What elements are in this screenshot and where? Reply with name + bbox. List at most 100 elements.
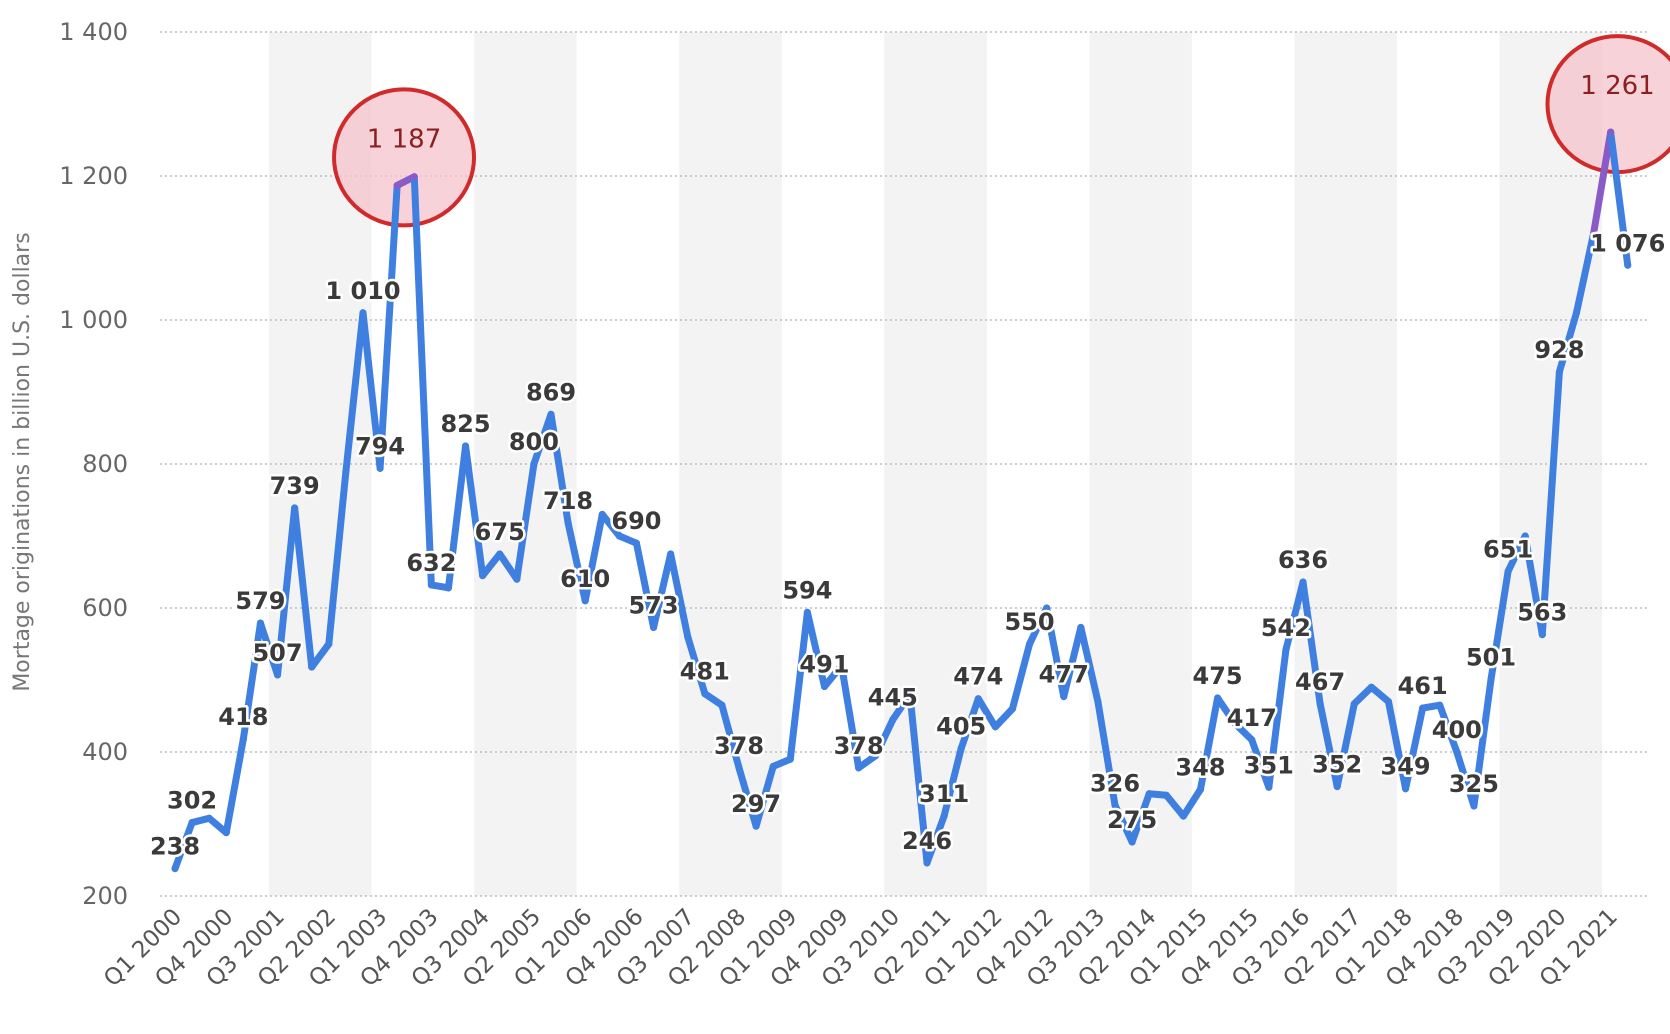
data-point [1299,578,1307,586]
data-label: 349 [1381,753,1431,781]
y-tick-label: 1 200 [59,162,128,190]
data-label: 405 [936,712,986,740]
data-point [1333,783,1341,791]
data-point [1214,694,1222,702]
data-label: 275 [1107,806,1157,834]
data-point [957,744,965,752]
data-point [1436,701,1444,709]
data-point [325,640,333,648]
data-point [171,865,179,873]
data-point [1145,790,1153,798]
data-point [701,690,709,698]
data-point [1008,705,1016,713]
series-segment [462,442,487,580]
series-segment [1214,694,1239,727]
data-point [1624,261,1632,269]
data-label: 445 [868,684,918,712]
data-point [1196,785,1204,793]
data-point [752,822,760,830]
series-segment [342,309,367,475]
series-segment [1043,604,1068,701]
data-point [872,752,880,760]
y-axis-ticks: 200 400 600 800 1 000 1 200 1 400 [59,18,128,910]
series-segment [1470,675,1495,810]
series-segment [855,752,880,772]
data-point [940,812,948,820]
series-segment [940,744,965,820]
data-point [1555,368,1563,376]
data-label: 378 [834,732,884,760]
data-label: 1 187 [367,124,441,154]
data-label: 302 [167,787,217,815]
data-point [650,623,658,631]
data-label: 461 [1398,672,1448,700]
data-label: 378 [714,732,764,760]
data-point [1179,812,1187,820]
data-label: 325 [1449,770,1499,798]
series-segment [581,510,606,605]
data-point [1060,693,1068,701]
data-label: 632 [406,549,456,577]
series-segment [974,695,999,731]
data-point [820,682,828,690]
series-segment [1060,623,1085,701]
data-label: 400 [1432,716,1482,744]
series-segment [684,633,709,698]
data-label: 825 [440,410,490,438]
data-point [479,572,487,580]
series-segment [1196,694,1222,793]
data-point [427,581,435,589]
series-segment [1231,719,1256,744]
series-segment [1453,748,1478,810]
data-point [598,510,606,518]
data-point [1162,791,1170,799]
data-label: 477 [1039,661,1089,689]
series-segment [1077,623,1102,706]
data-point [564,519,572,527]
series-segment [1162,791,1187,820]
series-segment [1487,567,1512,683]
series-segment [1333,700,1358,791]
series-segment [991,705,1016,731]
data-point [291,504,299,512]
data-label: 610 [560,565,610,593]
data-point [513,575,521,583]
series-segment [513,460,538,583]
data-point [889,716,897,724]
data-label: 800 [509,428,559,456]
data-point [1590,230,1598,238]
data-label: 573 [628,591,678,619]
series-segment [1026,604,1051,648]
data-label: 501 [1466,643,1516,671]
data-point [1111,801,1119,809]
data-point [1265,783,1273,791]
data-label: 351 [1244,751,1294,779]
data-point [991,723,999,731]
series-segment [667,550,692,641]
series-segment [803,608,828,690]
series-segment [1265,646,1290,791]
data-label: 297 [731,790,781,818]
series-segment [632,539,658,631]
data-label: 418 [218,703,268,731]
data-label: 651 [1483,535,1533,563]
data-point [1384,698,1392,706]
data-point [256,619,264,627]
data-point [547,410,555,418]
data-point [906,690,914,698]
series-segment [239,619,264,743]
data-point [1043,604,1051,612]
data-label: 542 [1261,614,1311,642]
data-label: 1 010 [325,277,400,305]
series-segment [957,695,982,752]
series-segment [1248,736,1273,791]
series-segment [308,640,333,671]
series-segment [171,819,196,873]
data-label: 491 [799,650,849,678]
y-tick-label: 200 [82,882,128,910]
data-label: 563 [1517,599,1567,627]
data-point [769,762,777,770]
series-segment [1436,701,1461,756]
